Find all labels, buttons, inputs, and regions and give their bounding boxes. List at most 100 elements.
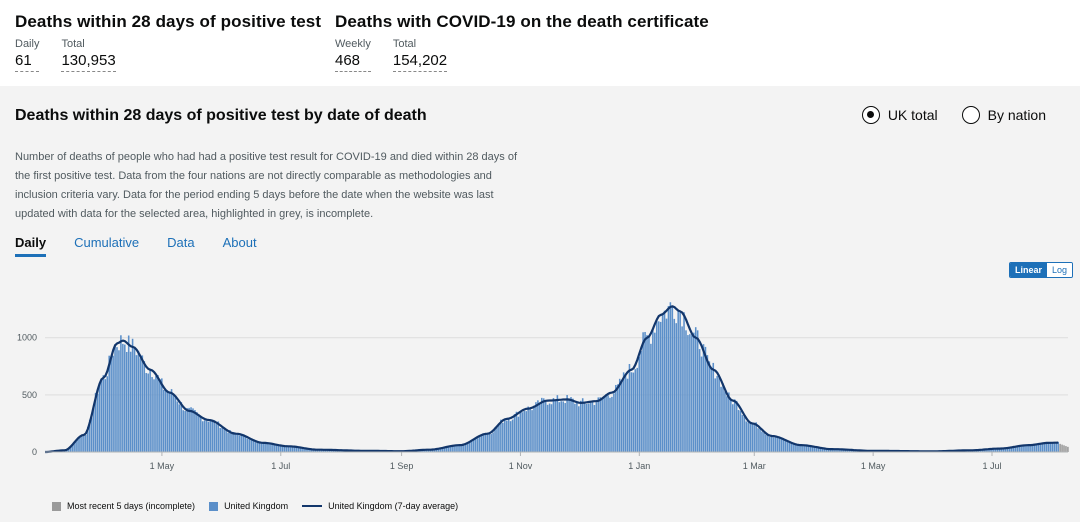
- line-icon: [302, 505, 323, 507]
- daily-bar: [745, 421, 748, 452]
- tab-cumulative[interactable]: Cumulative: [74, 235, 140, 250]
- x-tick-label: 1 May: [150, 461, 175, 471]
- daily-bar: [613, 393, 615, 452]
- daily-bar: [731, 404, 734, 452]
- metric-daily[interactable]: Daily 61: [15, 38, 40, 72]
- tab-data[interactable]: Data: [167, 235, 195, 250]
- daily-bar: [182, 410, 185, 452]
- daily-bar: [145, 373, 148, 452]
- daily-bar: [589, 401, 592, 452]
- metric-total[interactable]: Total 130,953: [61, 38, 116, 72]
- radio-uk-total[interactable]: UK total: [861, 106, 938, 124]
- daily-bar: [139, 358, 142, 452]
- daily-bar: [203, 420, 206, 452]
- daily-bar: [767, 435, 769, 452]
- radio-unchecked-icon[interactable]: [961, 106, 980, 124]
- daily-bar: [846, 449, 849, 452]
- legend-item-average[interactable]: United Kingdom (7-day average): [302, 501, 458, 511]
- daily-bar: [164, 390, 167, 452]
- daily-bar: [726, 396, 728, 452]
- daily-bar: [714, 378, 716, 452]
- daily-bar: [455, 445, 457, 452]
- legend-label: United Kingdom: [224, 501, 289, 511]
- linear-scale-button[interactable]: Linear: [1009, 263, 1047, 277]
- headline-title: Deaths with COVID-19 on the death certif…: [335, 12, 709, 31]
- daily-bar: [1006, 448, 1009, 452]
- card-title: Deaths within 28 days of positive test b…: [15, 107, 427, 124]
- daily-bar: [71, 444, 73, 452]
- legend-item-bars[interactable]: United Kingdom: [209, 501, 288, 511]
- x-tick-label: 1 Sep: [390, 461, 414, 471]
- daily-bar: [125, 351, 128, 452]
- daily-bar: [281, 446, 284, 452]
- daily-bar: [237, 433, 239, 452]
- daily-bar: [151, 377, 153, 452]
- daily-bar: [685, 330, 687, 452]
- daily-bar: [283, 446, 286, 452]
- daily-bar: [843, 449, 845, 452]
- metric-total[interactable]: Total 154,202: [392, 38, 448, 72]
- legend-item-incomplete[interactable]: Most recent 5 days (incomplete): [52, 501, 195, 511]
- daily-bar: [730, 398, 732, 452]
- daily-bar: [804, 445, 806, 452]
- daily-bar: [500, 419, 502, 452]
- daily-bar: [279, 446, 282, 452]
- log-scale-button[interactable]: Log: [1046, 263, 1072, 277]
- daily-bar: [689, 334, 691, 452]
- daily-bar: [482, 435, 485, 452]
- deaths-chart[interactable]: 0 500 1000 1 May 1 Jul 1 Sep 1 Nov 1 Jan 1 Mar 1 …: [0, 282, 1080, 496]
- area-radio-group: UK total By nation: [861, 106, 1046, 124]
- daily-bar: [480, 435, 483, 452]
- daily-bar: [1049, 442, 1052, 452]
- daily-bar: [632, 372, 635, 452]
- daily-bar: [75, 439, 77, 452]
- metric-label: Total: [392, 38, 417, 50]
- daily-bar: [470, 440, 473, 452]
- daily-bar: [741, 415, 744, 452]
- daily-bar: [542, 398, 545, 452]
- metric-weekly[interactable]: Weekly 468: [335, 38, 371, 72]
- daily-bar: [591, 400, 594, 452]
- daily-bar: [618, 378, 621, 452]
- daily-bar: [459, 444, 461, 452]
- daily-bar: [476, 438, 479, 452]
- headline-title: Deaths within 28 days of positive test: [15, 12, 322, 31]
- daily-bar: [985, 449, 987, 452]
- daily-bar: [833, 449, 835, 452]
- daily-bar: [566, 395, 568, 452]
- daily-bar: [983, 449, 985, 452]
- daily-bar: [178, 404, 181, 452]
- daily-bar: [537, 400, 539, 452]
- daily-bar: [663, 310, 666, 452]
- incomplete-bar: [1063, 445, 1065, 452]
- daily-bar: [100, 378, 103, 452]
- daily-bar: [1033, 444, 1036, 452]
- daily-bar: [149, 370, 151, 452]
- radio-by-nation[interactable]: By nation: [961, 106, 1046, 124]
- daily-bar: [581, 398, 584, 452]
- tab-daily[interactable]: Daily: [15, 235, 47, 257]
- incomplete-bar: [1059, 443, 1061, 452]
- metric-label: Weekly: [335, 38, 371, 50]
- daily-bar: [184, 410, 186, 452]
- daily-bar: [168, 393, 171, 452]
- daily-bar: [270, 443, 272, 452]
- daily-bar: [981, 449, 983, 452]
- daily-bar: [110, 357, 112, 452]
- daily-bar: [1012, 447, 1015, 452]
- daily-bar: [611, 396, 613, 452]
- daily-bar: [626, 378, 629, 452]
- daily-bar: [529, 408, 531, 452]
- tab-about[interactable]: About: [222, 235, 257, 250]
- daily-bar: [313, 449, 315, 452]
- daily-bar: [192, 408, 194, 452]
- daily-bar: [443, 447, 446, 452]
- daily-bar: [1028, 445, 1030, 452]
- daily-bar: [817, 447, 820, 452]
- daily-bar: [782, 439, 785, 452]
- daily-bar: [260, 442, 262, 452]
- daily-bar: [186, 408, 188, 452]
- daily-bar: [564, 403, 566, 452]
- radio-checked-icon[interactable]: [861, 106, 880, 124]
- daily-bar: [223, 427, 225, 452]
